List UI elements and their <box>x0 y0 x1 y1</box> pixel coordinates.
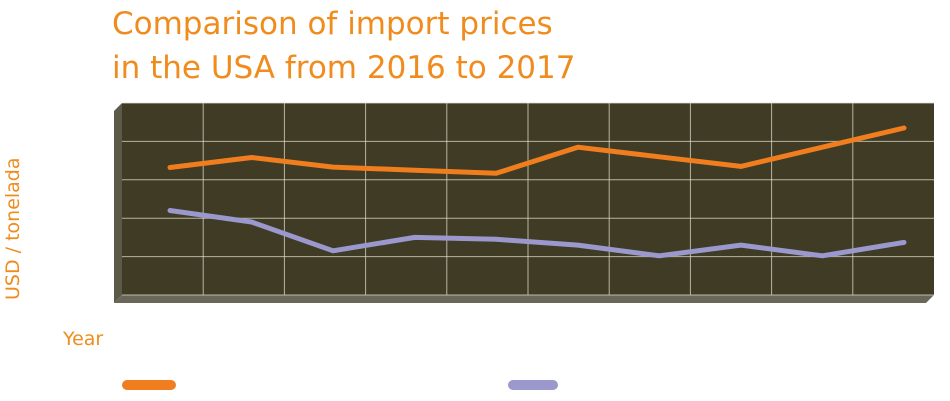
x-axis-label: Year <box>63 328 104 350</box>
legend-swatch-series-2 <box>508 380 558 390</box>
chart-title-line-1: Comparison of import prices <box>112 6 553 42</box>
series-line-2 <box>167 208 907 259</box>
chart-title-line-2: in the USA from 2016 to 2017 <box>112 50 576 86</box>
plot-floor <box>114 295 934 303</box>
plot-side <box>114 103 122 303</box>
series-line-1 <box>167 125 907 176</box>
chart-title: Comparison of import prices in the USA f… <box>112 2 812 90</box>
legend-swatch-series-1 <box>122 380 176 390</box>
